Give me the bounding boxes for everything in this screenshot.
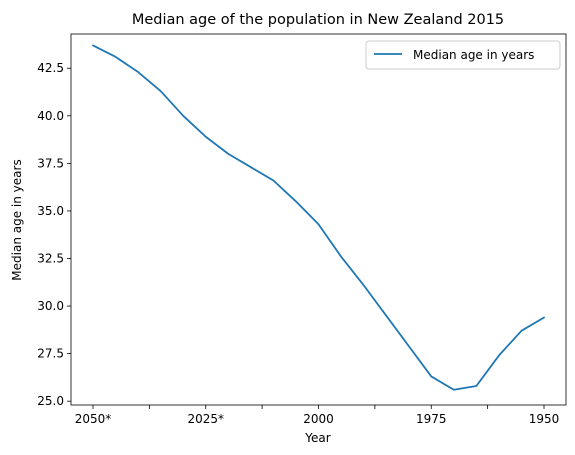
y-tick-label: 42.5 bbox=[37, 61, 64, 75]
x-tick-label: 1950 bbox=[529, 412, 560, 426]
series-line-median-age bbox=[92, 44, 545, 391]
x-axis: 2050* 2025* 2000 1975 1950 bbox=[75, 405, 560, 426]
plot-frame bbox=[70, 33, 567, 406]
y-tick-label: 40.0 bbox=[37, 109, 64, 123]
x-axis-label: Year bbox=[304, 431, 330, 445]
y-tick-label: 37.5 bbox=[37, 156, 64, 170]
y-tick-label: 30.0 bbox=[37, 299, 64, 313]
y-tick-label: 25.0 bbox=[37, 394, 64, 408]
legend-label: Median age in years bbox=[413, 48, 534, 62]
chart-title: Median age of the population in New Zeal… bbox=[132, 12, 504, 28]
legend-box bbox=[365, 40, 561, 70]
plot-area bbox=[70, 33, 567, 406]
x-tick-label: 2050* bbox=[75, 412, 112, 426]
x-tick-label: 2000 bbox=[303, 412, 334, 426]
y-axis: 25.0 27.5 30.0 32.5 35.0 37.5 40.0 42.5 bbox=[37, 61, 71, 408]
y-axis-label: Median age in years bbox=[10, 159, 24, 280]
y-tick-label: 27.5 bbox=[37, 347, 64, 361]
series-layer bbox=[92, 44, 545, 391]
y-tick-label: 32.5 bbox=[37, 252, 64, 266]
legend: Median age in years bbox=[365, 40, 561, 70]
x-tick-label: 1975 bbox=[416, 412, 447, 426]
y-tick-label: 35.0 bbox=[37, 204, 64, 218]
x-tick-label: 2025* bbox=[187, 412, 224, 426]
